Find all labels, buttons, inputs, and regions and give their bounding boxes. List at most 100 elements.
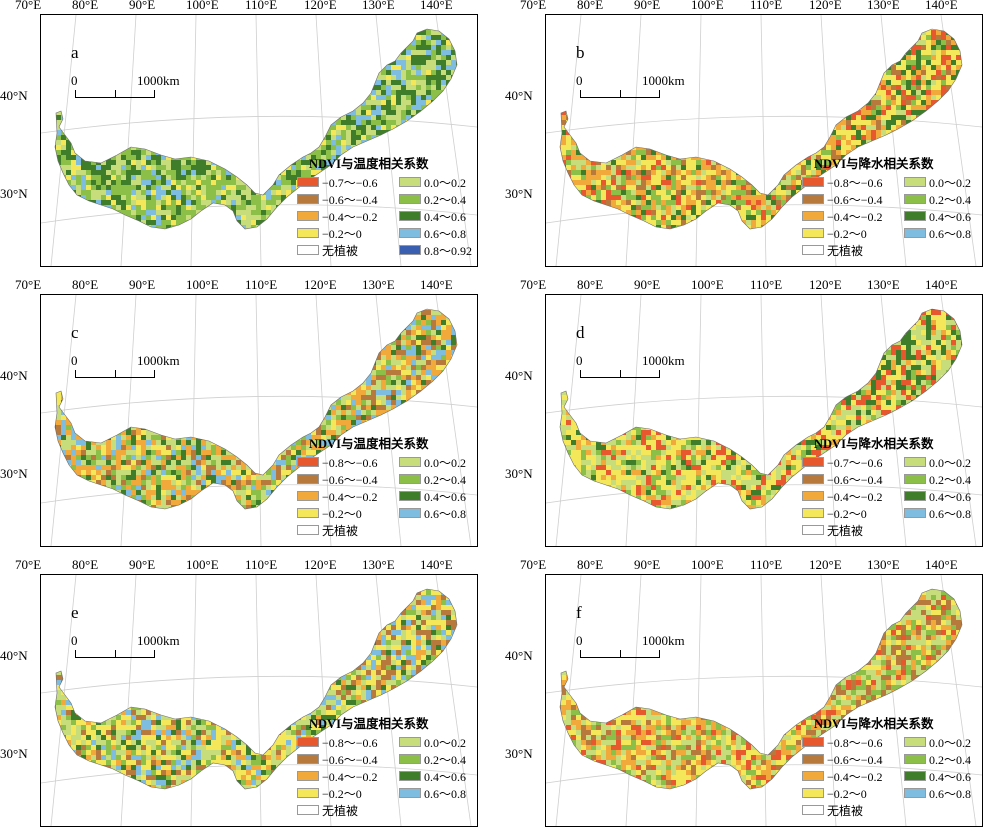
legend-item: 0.6～0.8 — [904, 506, 971, 520]
legend-label: −0.4～−0.2 — [322, 768, 378, 785]
legend-label: −0.6～−0.4 — [322, 191, 378, 208]
legend-swatch — [904, 771, 926, 781]
longitude-label: 90°E — [634, 557, 660, 573]
scale-bar-tick — [75, 90, 76, 97]
scale-bar-tick — [115, 370, 116, 377]
scale-bar-zero: 0 — [71, 633, 78, 649]
legend-swatch — [297, 771, 319, 781]
scale-bar-zero: 0 — [71, 73, 78, 89]
legend-swatch — [802, 194, 824, 204]
legend-item: −0.4～−0.2 — [297, 489, 378, 503]
longitude-label: 140°E — [925, 0, 958, 13]
latitude-label: 40°N — [505, 648, 533, 664]
legend-item: −0.2～0 — [802, 226, 867, 240]
longitude-label: 110°E — [750, 0, 782, 13]
legend-swatch — [904, 788, 926, 798]
latitude-label: 30°N — [505, 746, 533, 762]
legend-item: 无植被 — [297, 803, 358, 817]
longitude-label: 130°E — [867, 277, 900, 293]
legend-swatch — [802, 525, 824, 535]
legend-label: 0.8～0.92 — [424, 242, 472, 259]
legend-label: 0.6～0.8 — [424, 225, 466, 242]
legend-item: −0.8～−0.6 — [297, 455, 378, 469]
legend-swatch — [399, 754, 421, 764]
legend: NDVI与降水相关系数−0.8～−0.6−0.6～−0.4−0.4～−0.2−0… — [802, 153, 982, 265]
scale-bar-tick — [659, 370, 660, 377]
legend-label: 0.4～0.6 — [929, 488, 971, 505]
panel-letter: d — [576, 323, 585, 343]
legend-item: −0.2～0 — [802, 786, 867, 800]
legend-label: 0.2～0.4 — [929, 471, 971, 488]
scale-bar-zero: 0 — [576, 633, 583, 649]
legend-label: −0.4～−0.2 — [827, 488, 883, 505]
legend-label: 无植被 — [322, 802, 358, 819]
latitude-label: 30°N — [0, 466, 28, 482]
longitude-label: 70°E — [520, 557, 546, 573]
legend-swatch — [399, 228, 421, 238]
legend-swatch — [904, 491, 926, 501]
scale-bar-label: 1000km — [642, 353, 685, 369]
latitude-label: 30°N — [505, 186, 533, 202]
legend-label: 0.6～0.8 — [424, 785, 466, 802]
legend-swatch — [297, 457, 319, 467]
legend-item: 0.0～0.2 — [904, 455, 971, 469]
legend-swatch — [904, 177, 926, 187]
legend-item: −0.2～0 — [297, 786, 362, 800]
legend-item: 0.2～0.4 — [904, 472, 971, 486]
latitude-label: 40°N — [0, 648, 28, 664]
longitude-label: 110°E — [245, 277, 277, 293]
legend-item: 0.0～0.2 — [904, 175, 971, 189]
longitude-label: 80°E — [72, 0, 98, 13]
legend-item: 无植被 — [297, 243, 358, 257]
legend-swatch — [904, 474, 926, 484]
legend-label: 0.0～0.2 — [424, 454, 466, 471]
longitude-label: 80°E — [72, 557, 98, 573]
scale-bar-tick — [620, 90, 621, 97]
legend-label: −0.2～0 — [322, 785, 362, 802]
scale-bar — [75, 97, 155, 98]
longitude-label: 90°E — [129, 277, 155, 293]
legend: NDVI与温度相关系数−0.7～−0.6−0.6～−0.4−0.4～−0.2−0… — [297, 153, 477, 265]
scale-bar-label: 1000km — [137, 633, 180, 649]
longitude-label: 120°E — [809, 557, 842, 573]
scale-bar-tick — [115, 650, 116, 657]
longitude-label: 130°E — [867, 0, 900, 13]
legend-item: 无植被 — [802, 243, 863, 257]
longitude-label: 90°E — [129, 557, 155, 573]
longitude-label: 100°E — [186, 277, 219, 293]
scale-bar-tick — [659, 650, 660, 657]
legend: NDVI与温度相关系数−0.8～−0.6−0.6～−0.4−0.4～−0.2−0… — [297, 713, 477, 825]
legend-label: −0.2～0 — [322, 225, 362, 242]
legend-label: 0.4～0.6 — [929, 208, 971, 225]
panel-letter: f — [576, 603, 582, 623]
legend-swatch — [904, 508, 926, 518]
legend-swatch — [802, 211, 824, 221]
legend-swatch — [904, 737, 926, 747]
legend-item: −0.8～−0.6 — [297, 735, 378, 749]
legend-swatch — [297, 194, 319, 204]
legend-label: 0.6～0.8 — [929, 505, 971, 522]
scale-bar-tick — [620, 370, 621, 377]
legend: NDVI与降水相关系数−0.8～−0.6−0.6～−0.4−0.4～−0.2−0… — [802, 713, 982, 825]
legend-swatch — [904, 194, 926, 204]
legend-swatch — [399, 245, 421, 255]
legend-swatch — [297, 525, 319, 535]
legend-swatch — [802, 474, 824, 484]
legend-item: −0.6～−0.4 — [802, 192, 883, 206]
legend-swatch — [297, 177, 319, 187]
longitude-label: 90°E — [129, 0, 155, 13]
legend: NDVI与温度相关系数−0.8～−0.6−0.6～−0.4−0.4～−0.2−0… — [297, 433, 477, 545]
longitude-label: 120°E — [304, 557, 337, 573]
legend-swatch — [297, 211, 319, 221]
legend-label: 无植被 — [827, 522, 863, 539]
longitude-label: 80°E — [577, 557, 603, 573]
legend-label: −0.7～−0.6 — [827, 454, 883, 471]
legend-swatch — [399, 177, 421, 187]
panel-letter: b — [576, 43, 585, 63]
latitude-label: 40°N — [0, 88, 28, 104]
legend-item: 0.2～0.4 — [399, 752, 466, 766]
legend-label: 0.2～0.4 — [424, 751, 466, 768]
